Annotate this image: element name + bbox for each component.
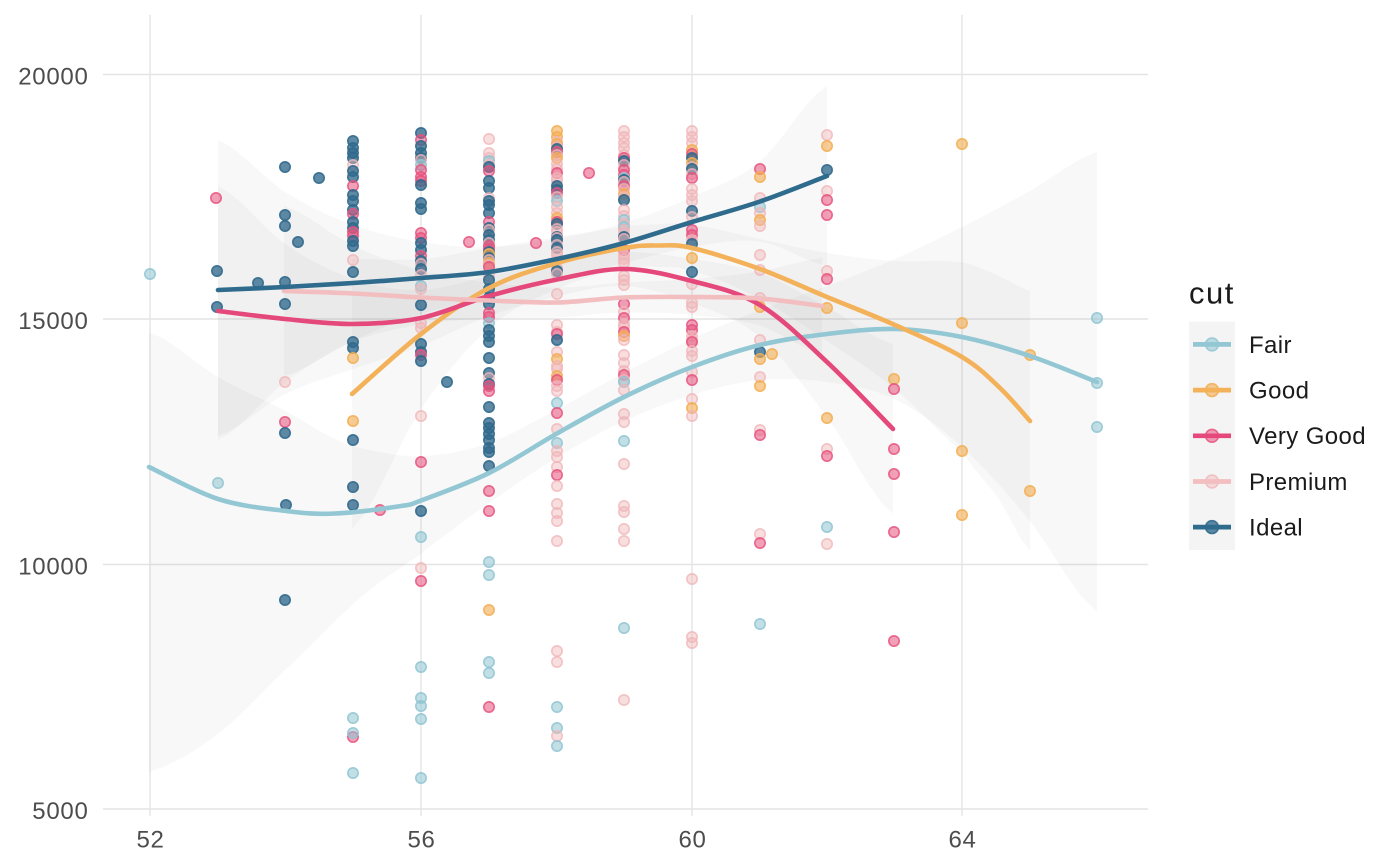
svg-text:56: 56: [407, 827, 435, 854]
svg-text:64: 64: [948, 827, 976, 854]
svg-text:52: 52: [136, 827, 164, 854]
svg-text:Very Good: Very Good: [1249, 423, 1366, 450]
svg-text:60: 60: [678, 827, 706, 854]
svg-text:Premium: Premium: [1249, 469, 1348, 496]
svg-text:20000: 20000: [18, 64, 88, 91]
svg-text:15000: 15000: [18, 308, 88, 335]
svg-text:Fair: Fair: [1249, 332, 1292, 359]
svg-text:cut: cut: [1189, 275, 1235, 310]
svg-text:Ideal: Ideal: [1249, 515, 1303, 542]
svg-text:Good: Good: [1249, 378, 1309, 405]
svg-text:5000: 5000: [32, 798, 88, 825]
svg-text:10000: 10000: [18, 554, 88, 581]
